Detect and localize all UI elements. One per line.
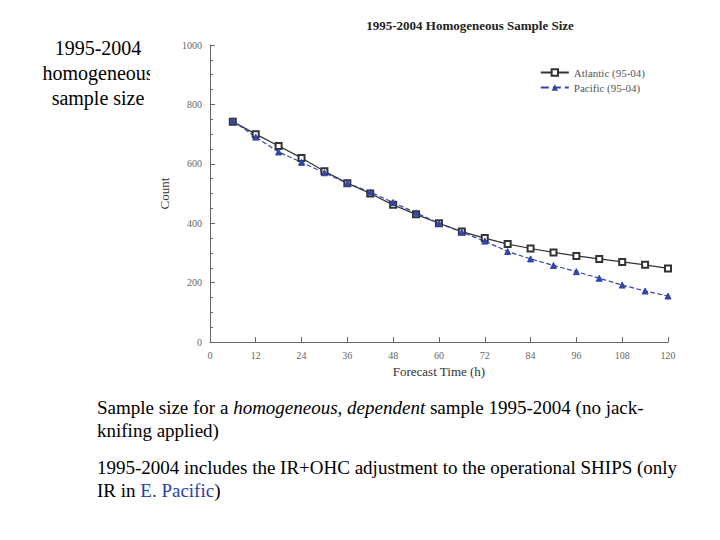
svg-text:Count: Count <box>157 177 172 209</box>
svg-text:84: 84 <box>526 350 536 361</box>
svg-text:800: 800 <box>187 99 202 110</box>
svg-text:72: 72 <box>480 350 490 361</box>
svg-text:200: 200 <box>187 277 202 288</box>
svg-text:12: 12 <box>251 350 261 361</box>
svg-text:60: 60 <box>434 350 444 361</box>
svg-text:48: 48 <box>388 350 398 361</box>
html-text:1995-2004 includes the IR+OHC: 1995-2004 includes the IR+OHC adjustment… <box>97 457 678 501</box>
svg-text:400: 400 <box>187 218 202 229</box>
html-text:Sample size for a homogeneous,: Sample size for a homogeneous, dependent… <box>97 397 644 441</box>
svg-text:0: 0 <box>197 337 202 348</box>
svg-text:120: 120 <box>661 350 676 361</box>
svg-text:Atlantic (95-04): Atlantic (95-04) <box>574 67 646 80</box>
svg-text:24: 24 <box>297 350 307 361</box>
html-text:1995-2004 homogeneous sample s: 1995-2004 homogeneous sample size <box>42 37 154 109</box>
svg-text:36: 36 <box>342 350 352 361</box>
svg-text:1995-2004 Homogeneous Sample S: 1995-2004 Homogeneous Sample Size <box>366 18 574 33</box>
svg-text:108: 108 <box>615 350 630 361</box>
svg-text:Forecast Time (h): Forecast Time (h) <box>393 364 485 379</box>
svg-text:0: 0 <box>207 350 212 361</box>
svg-text:1000: 1000 <box>182 40 202 51</box>
svg-text:Pacific (95-04): Pacific (95-04) <box>574 82 641 95</box>
svg-text:96: 96 <box>571 350 581 361</box>
svg-text:600: 600 <box>187 158 202 169</box>
